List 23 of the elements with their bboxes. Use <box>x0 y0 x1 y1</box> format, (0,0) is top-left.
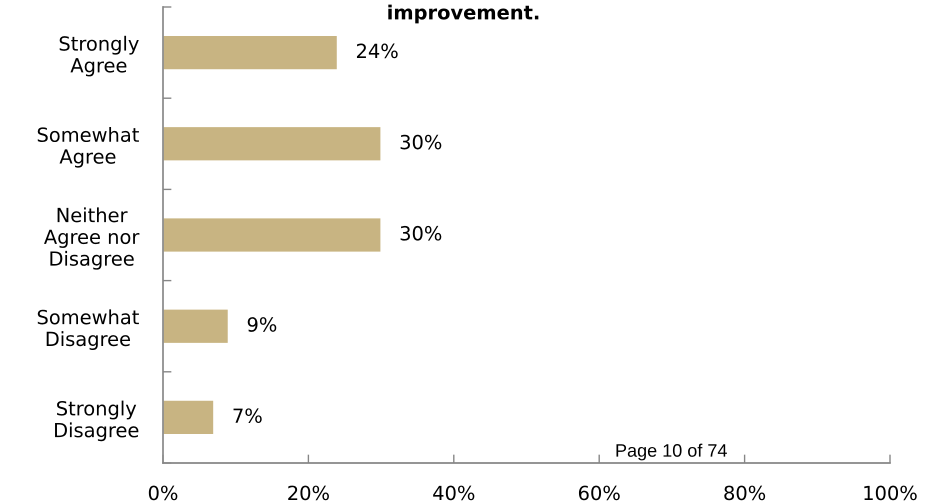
bar <box>163 34 338 71</box>
chart-title: improvement. <box>388 4 538 24</box>
x-tick-label: 60% <box>578 486 620 500</box>
x-tick-label: 40% <box>433 486 474 500</box>
bar <box>163 126 382 162</box>
x-tick-label: 100% <box>864 486 917 500</box>
x-tick-label: 20% <box>288 486 329 500</box>
x-tick-label: 80% <box>724 486 766 500</box>
annotation: Page 10 of 74 <box>616 444 727 460</box>
y-tick-label: Somewhat Disagree <box>38 309 139 350</box>
data-label: 7% <box>234 408 262 424</box>
bar <box>163 399 215 436</box>
y-tick-label: Somewhat Agree <box>38 127 139 168</box>
bar <box>163 308 230 344</box>
bar <box>163 216 382 254</box>
data-label: 9% <box>248 317 276 332</box>
data-label: 30% <box>400 134 442 150</box>
y-tick-label: Strongly Agree <box>60 36 139 76</box>
x-tick-label: 0% <box>148 486 178 500</box>
data-label: 24% <box>356 44 398 58</box>
data-label: 30% <box>400 226 442 241</box>
y-tick-label: Strongly Disagree <box>55 400 138 442</box>
y-tick-label: Neither Agree nor Disagree <box>44 207 140 270</box>
